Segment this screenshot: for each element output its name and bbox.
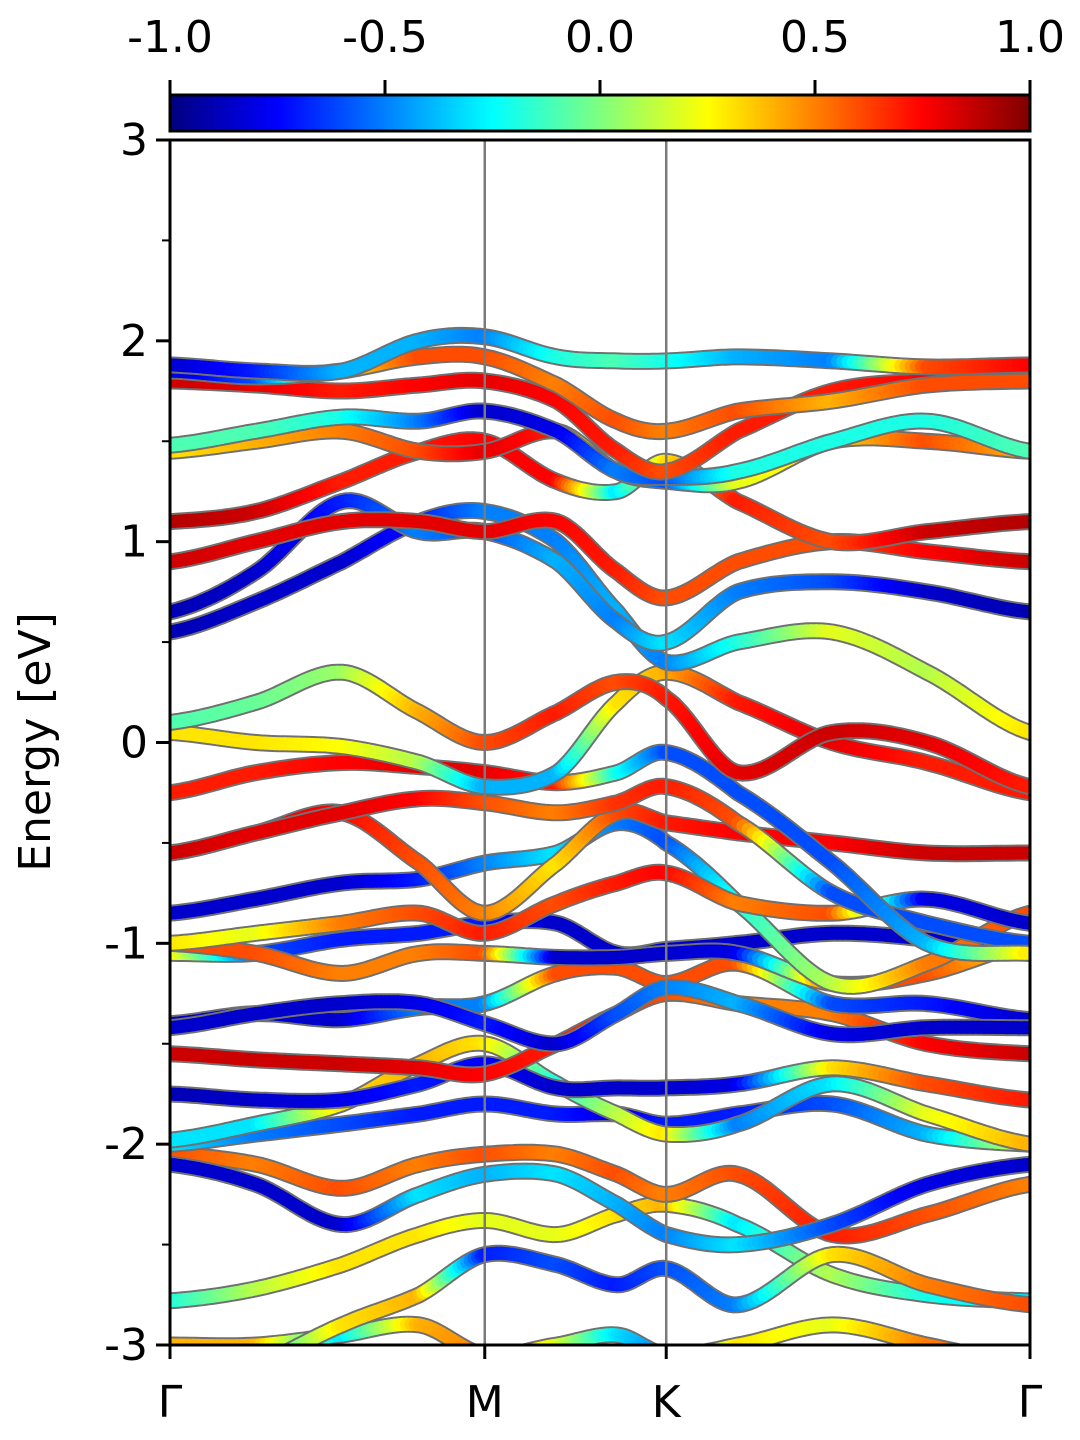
band-line	[170, 743, 1030, 962]
band-segment	[709, 1342, 723, 1345]
band-segment	[474, 1352, 478, 1353]
band-segment	[251, 1365, 256, 1367]
band-segment	[1024, 1365, 1030, 1366]
band-segment	[525, 1344, 532, 1345]
band-segment	[261, 1361, 266, 1363]
band-segment	[213, 1377, 218, 1378]
band-segment	[661, 1354, 664, 1355]
band-segment	[285, 1341, 300, 1345]
band-segment	[456, 1340, 473, 1345]
band-segment	[649, 1344, 656, 1345]
band-segment	[218, 1375, 223, 1376]
band-segment	[242, 1368, 247, 1370]
band-segment	[246, 1367, 251, 1369]
band-segment	[509, 1354, 513, 1355]
band-segment	[655, 1352, 658, 1353]
colorbar-tick-label: 0.0	[565, 12, 635, 63]
band-line	[184, 1244, 1030, 1383]
band-segment	[716, 1341, 732, 1345]
band-segment	[223, 1374, 228, 1375]
band-segment	[203, 1379, 208, 1380]
colorbar-tick-label: 0.5	[780, 12, 850, 63]
band-line	[170, 1094, 1030, 1153]
band-segment	[690, 1354, 694, 1355]
band-segment	[961, 1352, 967, 1353]
band-segment	[641, 1341, 655, 1345]
band-segment	[285, 1344, 293, 1345]
band-segment	[266, 1359, 271, 1361]
band-line	[170, 814, 1030, 995]
band-segment	[938, 1342, 955, 1345]
band-segment	[658, 1353, 661, 1354]
colorbar-gradient	[168, 93, 1032, 133]
band-segment	[194, 1381, 199, 1382]
band-lines	[170, 326, 1030, 1383]
colorbar: -1.0 -0.5 0.0 0.5 1.0	[127, 12, 1065, 133]
band-segment	[967, 1354, 973, 1355]
band-segment	[945, 1343, 958, 1345]
band-segment	[232, 1371, 237, 1372]
band-segment	[719, 1340, 736, 1345]
band-segment	[526, 1343, 538, 1345]
colorbar-tick-label: -1.0	[127, 12, 213, 63]
band-segment	[702, 1352, 706, 1353]
band-segment	[528, 1342, 543, 1345]
band-segment	[189, 1382, 194, 1383]
band-segment	[1019, 1364, 1025, 1365]
colorbar-tick-label: 1.0	[995, 12, 1065, 63]
band-segment	[978, 1356, 984, 1357]
band-segment	[694, 1353, 698, 1354]
band-line	[170, 1155, 1030, 1254]
band-segment	[990, 1359, 996, 1360]
band-segment	[461, 1342, 474, 1345]
band-segment	[531, 1341, 547, 1345]
band-segment	[707, 1343, 718, 1345]
band-segment	[638, 1340, 653, 1345]
band-segment	[478, 1353, 482, 1354]
band-segment	[535, 1340, 552, 1345]
band-segment	[1001, 1361, 1007, 1362]
band-segment	[698, 1353, 702, 1354]
band-segment	[706, 1344, 713, 1345]
band-segment	[505, 1355, 509, 1356]
band-segment	[1007, 1362, 1013, 1363]
band-segment	[645, 1343, 656, 1345]
band-segment	[953, 1344, 958, 1345]
colorbar-tick-label: -0.5	[342, 12, 428, 63]
band-segment	[270, 1357, 275, 1359]
band-segment	[513, 1353, 517, 1354]
band-line	[170, 663, 1030, 796]
band-segment	[227, 1373, 232, 1374]
band-segment	[237, 1370, 242, 1372]
band-line	[170, 1143, 1030, 1245]
band-segment	[256, 1363, 261, 1365]
band-line	[170, 863, 1030, 952]
band-segment	[517, 1353, 521, 1354]
band-segment	[521, 1352, 525, 1353]
band-segment	[208, 1378, 213, 1379]
band-segment	[466, 1343, 475, 1345]
band-line	[170, 978, 1030, 1053]
band-segment	[713, 1342, 728, 1345]
colorbar-ticks: -1.0 -0.5 0.0 0.5 1.0	[127, 12, 1065, 95]
band-line	[170, 954, 1030, 1033]
band-segment	[1013, 1363, 1019, 1364]
band-segment	[932, 1340, 950, 1345]
band-segment	[280, 1353, 285, 1355]
band-line	[170, 663, 1030, 802]
band-segment	[199, 1380, 204, 1381]
band-segment	[996, 1360, 1002, 1361]
band-segment	[984, 1358, 990, 1359]
band-segment	[973, 1355, 979, 1356]
band-segment	[275, 1355, 280, 1357]
band-segment	[184, 1382, 189, 1383]
